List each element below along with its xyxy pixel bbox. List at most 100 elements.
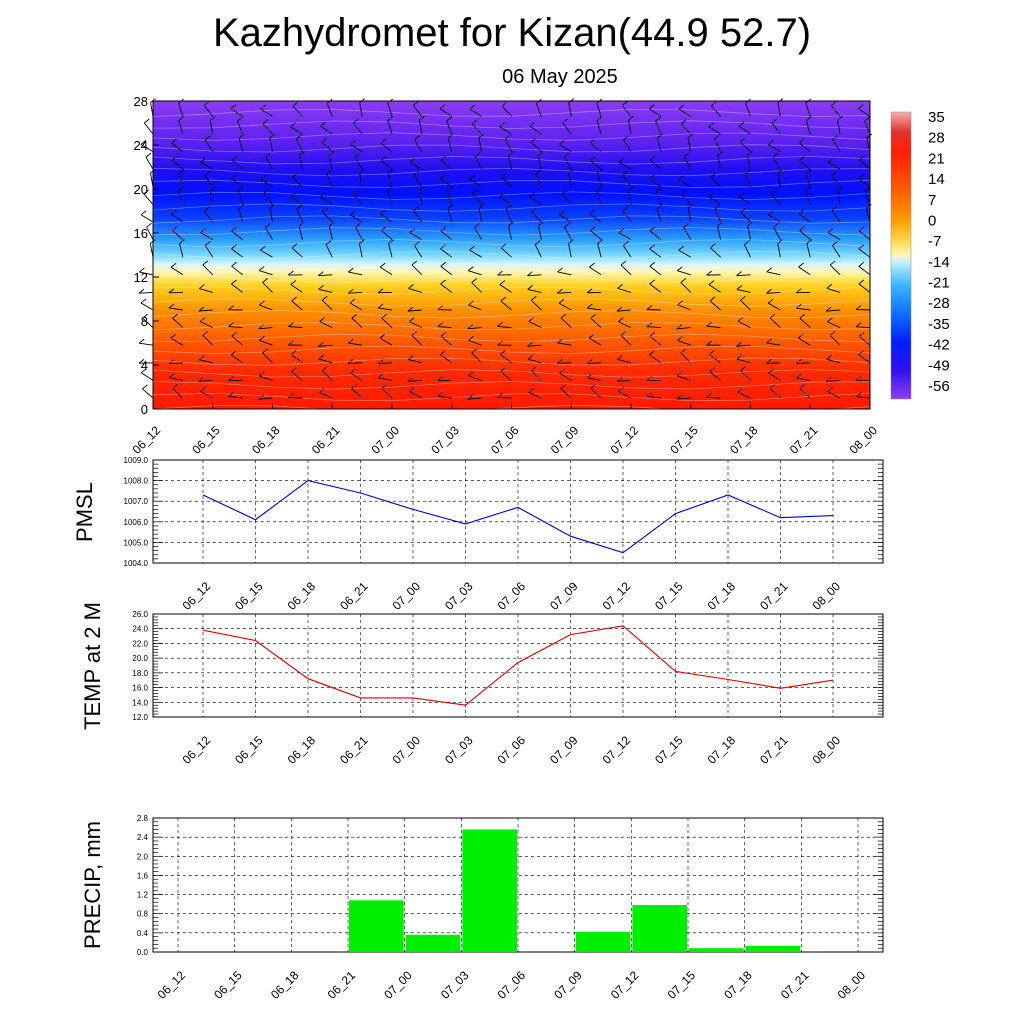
- precip-bar: [405, 934, 461, 952]
- wind-barb-feather: [618, 317, 624, 323]
- wind-barb-feather: [467, 324, 473, 330]
- wind-barb-feather: [413, 135, 420, 141]
- wind-barb: [259, 270, 273, 276]
- wind-barb-feather: [738, 192, 745, 198]
- wind-barb-feather: [866, 133, 872, 139]
- wind-barb-feather: [564, 222, 570, 228]
- wind-barb: [678, 249, 691, 258]
- wind-barb: [527, 288, 542, 293]
- x-tick-label: 07_06: [495, 968, 529, 1002]
- wind-barb-feather: [200, 157, 206, 163]
- wind-barb-feather: [500, 296, 507, 302]
- y-tick-label: 16.0: [132, 684, 148, 693]
- wind-barb: [708, 196, 721, 205]
- wind-barb: [827, 161, 841, 170]
- wind-barb: [766, 271, 781, 276]
- wind-barb-feather: [505, 204, 512, 210]
- wind-barb-feather: [830, 101, 837, 106]
- wind-barb: [359, 102, 363, 117]
- wind-barb: [529, 125, 542, 135]
- wind-barb: [531, 211, 542, 223]
- wind-barb-feather: [468, 300, 474, 306]
- wind-barb: [621, 105, 632, 117]
- wind-barb: [409, 321, 423, 329]
- wind-barb: [140, 372, 154, 381]
- wind-barb: [295, 138, 303, 152]
- y-tick-label: 24: [134, 138, 148, 153]
- isotherm-line: [152, 262, 871, 272]
- wind-barb: [350, 372, 363, 381]
- wind-barb-feather: [777, 168, 784, 174]
- wind-barb: [687, 137, 692, 152]
- wind-barb-feather: [288, 340, 294, 346]
- wind-barb-feather: [740, 366, 746, 371]
- wind-barb: [501, 176, 512, 188]
- wind-barb-feather: [556, 288, 563, 294]
- wind-barb-feather: [168, 288, 175, 294]
- wind-barb-feather: [381, 313, 387, 319]
- wind-barb-feather: [827, 387, 833, 392]
- wind-barb: [171, 142, 184, 152]
- y-tick-label: 28: [134, 94, 148, 109]
- wind-barb-feather: [678, 104, 685, 110]
- wind-barb: [799, 230, 811, 240]
- wind-barb-feather: [171, 209, 177, 215]
- wind-barb: [378, 377, 393, 381]
- wind-barb: [171, 160, 184, 170]
- wind-barb-feather: [677, 336, 683, 341]
- wind-barb-feather: [140, 368, 147, 374]
- wind-barb: [832, 139, 841, 152]
- wind-barb: [381, 317, 393, 328]
- wind-barb: [199, 288, 213, 293]
- wind-barb-feather: [766, 267, 772, 273]
- wind-barb: [709, 354, 721, 364]
- wind-barb-feather: [321, 137, 328, 143]
- isotherm-line: [152, 333, 871, 343]
- y-tick-label: 1008.0: [124, 477, 149, 486]
- wind-barb: [768, 214, 781, 223]
- x-tick-label: 06_15: [189, 423, 223, 457]
- wind-barb-feather: [796, 373, 802, 379]
- isotherm-line: [152, 309, 871, 319]
- wind-barb: [530, 299, 542, 311]
- isotherm-line: [152, 250, 871, 260]
- wind-barb: [826, 287, 841, 293]
- y-tick-label: 20.0: [132, 654, 148, 663]
- wind-barb: [500, 371, 512, 381]
- wind-barb-feather: [380, 156, 387, 161]
- wind-barb: [497, 325, 512, 329]
- x-tick-label: 07_12: [600, 579, 634, 613]
- wind-barb-feather: [499, 192, 505, 198]
- wind-barb: [409, 391, 423, 399]
- wind-barb-feather: [618, 157, 625, 163]
- wind-barb-feather: [528, 317, 535, 322]
- wind-barb-feather: [228, 392, 235, 397]
- isotherm-line: [152, 191, 871, 201]
- wind-barb: [798, 213, 811, 223]
- wind-barb: [355, 227, 363, 240]
- wind-barb: [262, 282, 273, 293]
- x-tick-label: 07_18: [721, 968, 755, 1002]
- precip-bar: [632, 905, 687, 952]
- wind-barb-feather: [290, 122, 296, 128]
- colorbar-label: -21: [928, 275, 950, 292]
- wind-barb-feather: [446, 116, 452, 122]
- wind-barb-feather: [263, 189, 269, 195]
- wind-barb: [620, 335, 632, 346]
- precip-bar: [575, 931, 631, 952]
- wind-barb: [649, 265, 662, 276]
- wind-barb: [204, 139, 214, 152]
- wind-barb-feather: [258, 324, 264, 330]
- wind-barb-feather: [329, 221, 335, 227]
- wind-barb: [568, 243, 572, 258]
- wind-barb-feather: [172, 226, 178, 231]
- wind-barb: [139, 342, 154, 346]
- wind-barb-feather: [177, 186, 184, 192]
- wind-barb-feather: [171, 156, 178, 161]
- wind-barb-feather: [590, 313, 597, 319]
- wind-barb: [597, 243, 602, 258]
- colorbar-label: -49: [928, 357, 950, 374]
- wind-barb-feather: [588, 333, 595, 339]
- wind-barb-feather: [628, 115, 634, 121]
- wind-barb: [171, 213, 184, 223]
